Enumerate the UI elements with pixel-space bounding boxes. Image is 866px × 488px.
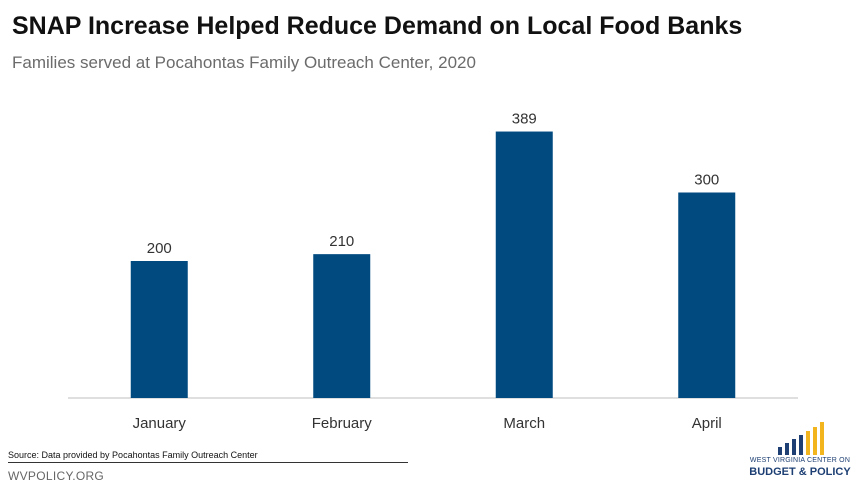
logo-bar — [792, 439, 796, 455]
bars-group — [130, 131, 736, 398]
logo-bar — [806, 431, 810, 455]
x-tick-label-january: January — [133, 415, 187, 432]
x-tick-label-april: April — [692, 415, 722, 432]
bar-chart-logo-icon — [778, 422, 824, 455]
logo-bar — [799, 435, 803, 455]
organization-logo[interactable]: WEST VIRGINIA CENTER ON BUDGET & POLICY — [744, 420, 856, 484]
bar-april — [678, 192, 736, 398]
x-tick-label-february: February — [312, 415, 373, 432]
data-label-april: 300 — [694, 172, 719, 189]
bar-march — [495, 131, 553, 398]
logo-bar — [813, 427, 817, 455]
logo-bar — [785, 443, 789, 455]
source-note: Source: Data provided by Pocahontas Fami… — [8, 450, 258, 460]
bar-january — [130, 261, 188, 398]
value-labels-group: 200 210 389 300 — [147, 111, 720, 257]
chart-title: SNAP Increase Helped Reduce Demand on Lo… — [12, 12, 743, 40]
site-url[interactable]: WVPOLICY.ORG — [8, 469, 105, 483]
bar-chart: 200 210 389 300 January February March April — [68, 111, 798, 432]
chart-subtitle: Families served at Pocahontas Family Out… — [12, 53, 476, 72]
source-divider — [8, 462, 408, 463]
logo-bar — [820, 422, 824, 455]
category-labels-group: January February March April — [133, 415, 722, 432]
logo-text-line1: WEST VIRGINIA CENTER ON — [749, 457, 851, 464]
data-label-february: 210 — [329, 233, 354, 250]
logo-text-line2: BUDGET & POLICY — [749, 466, 851, 478]
data-label-march: 389 — [512, 111, 537, 128]
data-label-january: 200 — [147, 240, 172, 257]
logo-bar — [778, 447, 782, 455]
x-tick-label-march: March — [503, 415, 545, 432]
bar-february — [313, 254, 371, 398]
